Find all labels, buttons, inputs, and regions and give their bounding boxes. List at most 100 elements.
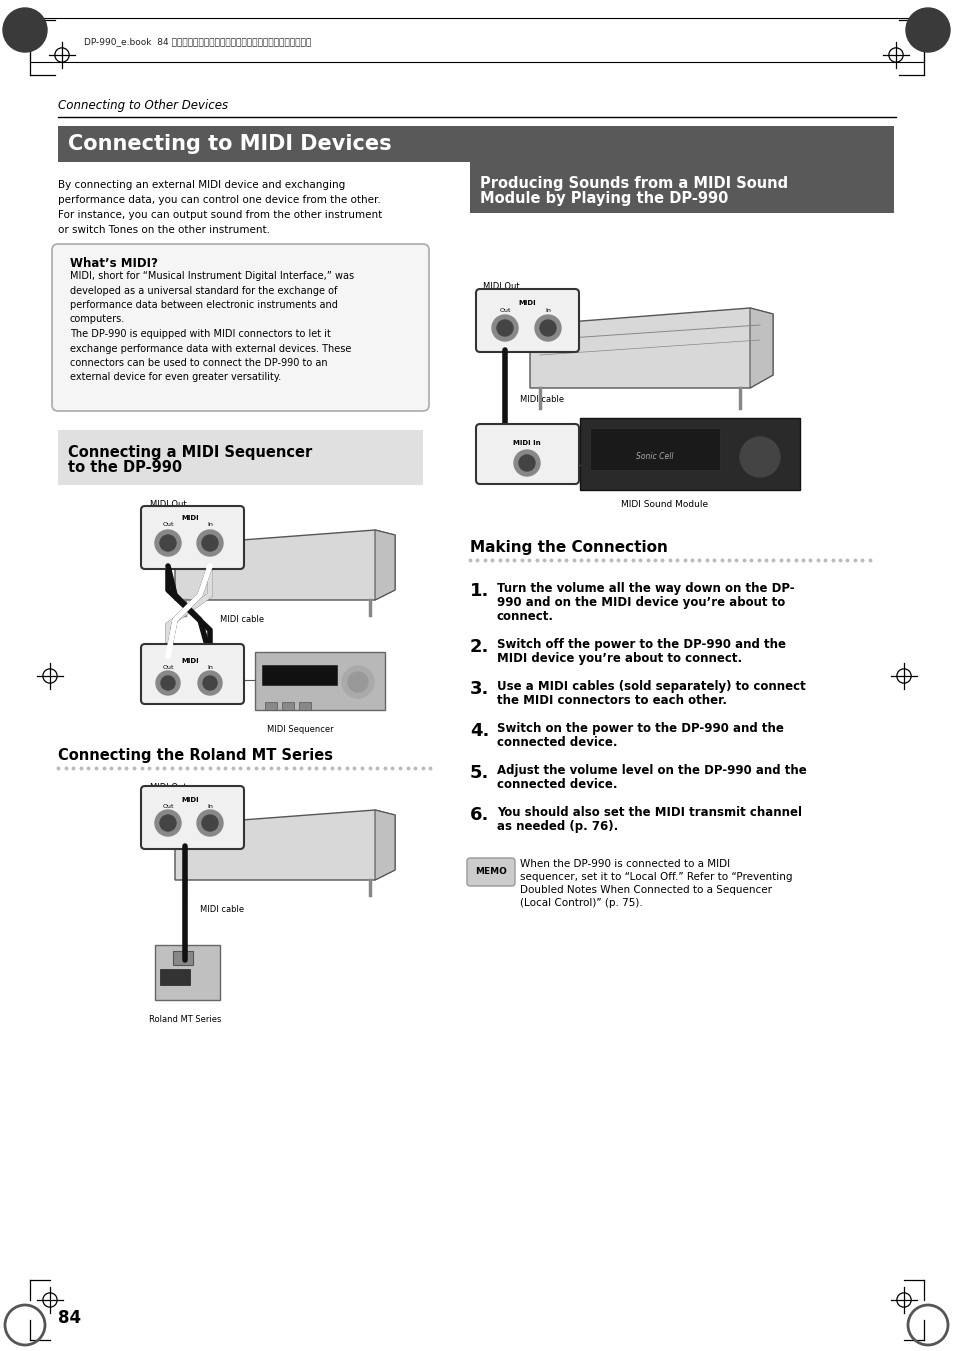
Text: Connecting a MIDI Sequencer: Connecting a MIDI Sequencer <box>68 444 312 459</box>
Text: MEMO: MEMO <box>475 867 506 877</box>
Text: MIDI Sequencer: MIDI Sequencer <box>267 725 333 734</box>
Text: MIDI cable: MIDI cable <box>200 905 244 915</box>
Text: Making the Connection: Making the Connection <box>470 540 667 555</box>
Text: 3.: 3. <box>470 680 489 698</box>
Text: Use a MIDI cables (sold separately) to connect: Use a MIDI cables (sold separately) to c… <box>497 680 805 693</box>
Text: For instance, you can output sound from the other instrument: For instance, you can output sound from … <box>58 209 382 220</box>
Circle shape <box>196 811 223 836</box>
Text: the MIDI connectors to each other.: the MIDI connectors to each other. <box>497 694 726 707</box>
Circle shape <box>518 455 535 471</box>
Text: In: In <box>207 804 213 809</box>
Circle shape <box>740 436 780 477</box>
Text: (Local Control)” (p. 75).: (Local Control)” (p. 75). <box>519 898 642 908</box>
Text: MIDI: MIDI <box>517 300 536 305</box>
Text: performance data between electronic instruments and: performance data between electronic inst… <box>70 300 337 309</box>
Text: Doubled Notes When Connected to a Sequencer: Doubled Notes When Connected to a Sequen… <box>519 885 771 894</box>
Text: MIDI In: MIDI In <box>513 440 540 446</box>
Polygon shape <box>375 811 395 880</box>
FancyBboxPatch shape <box>141 644 244 704</box>
Text: When the DP-990 is connected to a MIDI: When the DP-990 is connected to a MIDI <box>519 859 729 869</box>
Text: Switch off the power to the DP-990 and the: Switch off the power to the DP-990 and t… <box>497 638 785 651</box>
Circle shape <box>154 530 181 557</box>
Text: MIDI device you’re about to connect.: MIDI device you’re about to connect. <box>497 653 741 665</box>
FancyBboxPatch shape <box>476 289 578 353</box>
FancyBboxPatch shape <box>265 703 276 711</box>
Circle shape <box>497 320 513 336</box>
Text: MIDI: MIDI <box>181 797 198 802</box>
Text: external device for even greater versatility.: external device for even greater versati… <box>70 373 281 382</box>
Circle shape <box>196 530 223 557</box>
Text: to the DP-990: to the DP-990 <box>68 459 182 476</box>
Text: In: In <box>207 665 213 670</box>
Text: connected device.: connected device. <box>497 778 617 790</box>
Circle shape <box>3 8 47 51</box>
Text: Sonic Cell: Sonic Cell <box>636 453 673 461</box>
Text: as needed (p. 76).: as needed (p. 76). <box>497 820 618 834</box>
FancyBboxPatch shape <box>254 653 385 711</box>
Text: 84: 84 <box>58 1309 81 1327</box>
FancyBboxPatch shape <box>52 245 429 411</box>
Circle shape <box>535 315 560 340</box>
Text: connectors can be used to connect the DP-990 to an: connectors can be used to connect the DP… <box>70 358 327 367</box>
Circle shape <box>154 811 181 836</box>
Text: MIDI, short for “Musical Instrument Digital Interface,” was: MIDI, short for “Musical Instrument Digi… <box>70 272 354 281</box>
Text: or switch Tones on the other instrument.: or switch Tones on the other instrument. <box>58 226 270 235</box>
Polygon shape <box>375 530 395 600</box>
Polygon shape <box>749 308 772 388</box>
Circle shape <box>198 671 222 694</box>
Text: 1.: 1. <box>470 582 489 600</box>
Circle shape <box>348 671 368 692</box>
Text: The DP-990 is equipped with MIDI connectors to let it: The DP-990 is equipped with MIDI connect… <box>70 330 331 339</box>
Text: MIDI: MIDI <box>181 658 198 663</box>
FancyBboxPatch shape <box>589 428 720 470</box>
Text: Connecting to MIDI Devices: Connecting to MIDI Devices <box>68 134 392 154</box>
Circle shape <box>492 315 517 340</box>
Text: Module by Playing the DP-990: Module by Playing the DP-990 <box>479 190 727 205</box>
Text: 990 and on the MIDI device you’re about to: 990 and on the MIDI device you’re about … <box>497 596 784 609</box>
Circle shape <box>202 535 218 551</box>
Text: connect.: connect. <box>497 611 554 623</box>
Text: Adjust the volume level on the DP-990 and the: Adjust the volume level on the DP-990 an… <box>497 765 806 777</box>
Text: What’s MIDI?: What’s MIDI? <box>70 257 157 270</box>
Text: MIDI Sound Module: MIDI Sound Module <box>620 500 708 509</box>
Text: Out: Out <box>162 665 173 670</box>
Circle shape <box>202 815 218 831</box>
FancyBboxPatch shape <box>298 703 311 711</box>
Text: MIDI cable: MIDI cable <box>220 616 264 624</box>
FancyBboxPatch shape <box>476 424 578 484</box>
Text: MIDI Out
connector: MIDI Out connector <box>150 784 193 802</box>
Text: In: In <box>544 308 551 313</box>
Text: Turn the volume all the way down on the DP-: Turn the volume all the way down on the … <box>497 582 794 594</box>
Text: MIDI Out
connector: MIDI Out connector <box>482 282 525 303</box>
Text: Connecting the Roland MT Series: Connecting the Roland MT Series <box>58 748 333 763</box>
Text: 2.: 2. <box>470 638 489 657</box>
Text: performance data, you can control one device from the other.: performance data, you can control one de… <box>58 195 380 205</box>
Text: developed as a universal standard for the exchange of: developed as a universal standard for th… <box>70 285 337 296</box>
Text: sequencer, set it to “Local Off.” Refer to “Preventing: sequencer, set it to “Local Off.” Refer … <box>519 871 792 882</box>
Text: 6.: 6. <box>470 807 489 824</box>
Text: computers.: computers. <box>70 315 125 324</box>
Circle shape <box>905 8 949 51</box>
Text: 4.: 4. <box>470 721 489 740</box>
Text: Switch on the power to the DP-990 and the: Switch on the power to the DP-990 and th… <box>497 721 783 735</box>
Circle shape <box>161 676 174 690</box>
Text: connected device.: connected device. <box>497 736 617 748</box>
Text: MIDI Out
connector: MIDI Out connector <box>150 500 193 520</box>
Text: In: In <box>207 521 213 527</box>
FancyBboxPatch shape <box>141 786 244 848</box>
Text: Out: Out <box>162 804 173 809</box>
Text: Connecting to Other Devices: Connecting to Other Devices <box>58 99 228 112</box>
Circle shape <box>160 535 175 551</box>
FancyBboxPatch shape <box>579 417 800 490</box>
Circle shape <box>539 320 556 336</box>
FancyBboxPatch shape <box>262 665 336 685</box>
Circle shape <box>156 671 180 694</box>
Polygon shape <box>530 308 772 388</box>
FancyBboxPatch shape <box>282 703 294 711</box>
FancyBboxPatch shape <box>58 126 893 162</box>
Text: MIDI: MIDI <box>181 515 198 521</box>
Text: By connecting an external MIDI device and exchanging: By connecting an external MIDI device an… <box>58 180 345 190</box>
Polygon shape <box>174 530 395 600</box>
FancyBboxPatch shape <box>141 507 244 569</box>
Text: Out: Out <box>498 308 510 313</box>
